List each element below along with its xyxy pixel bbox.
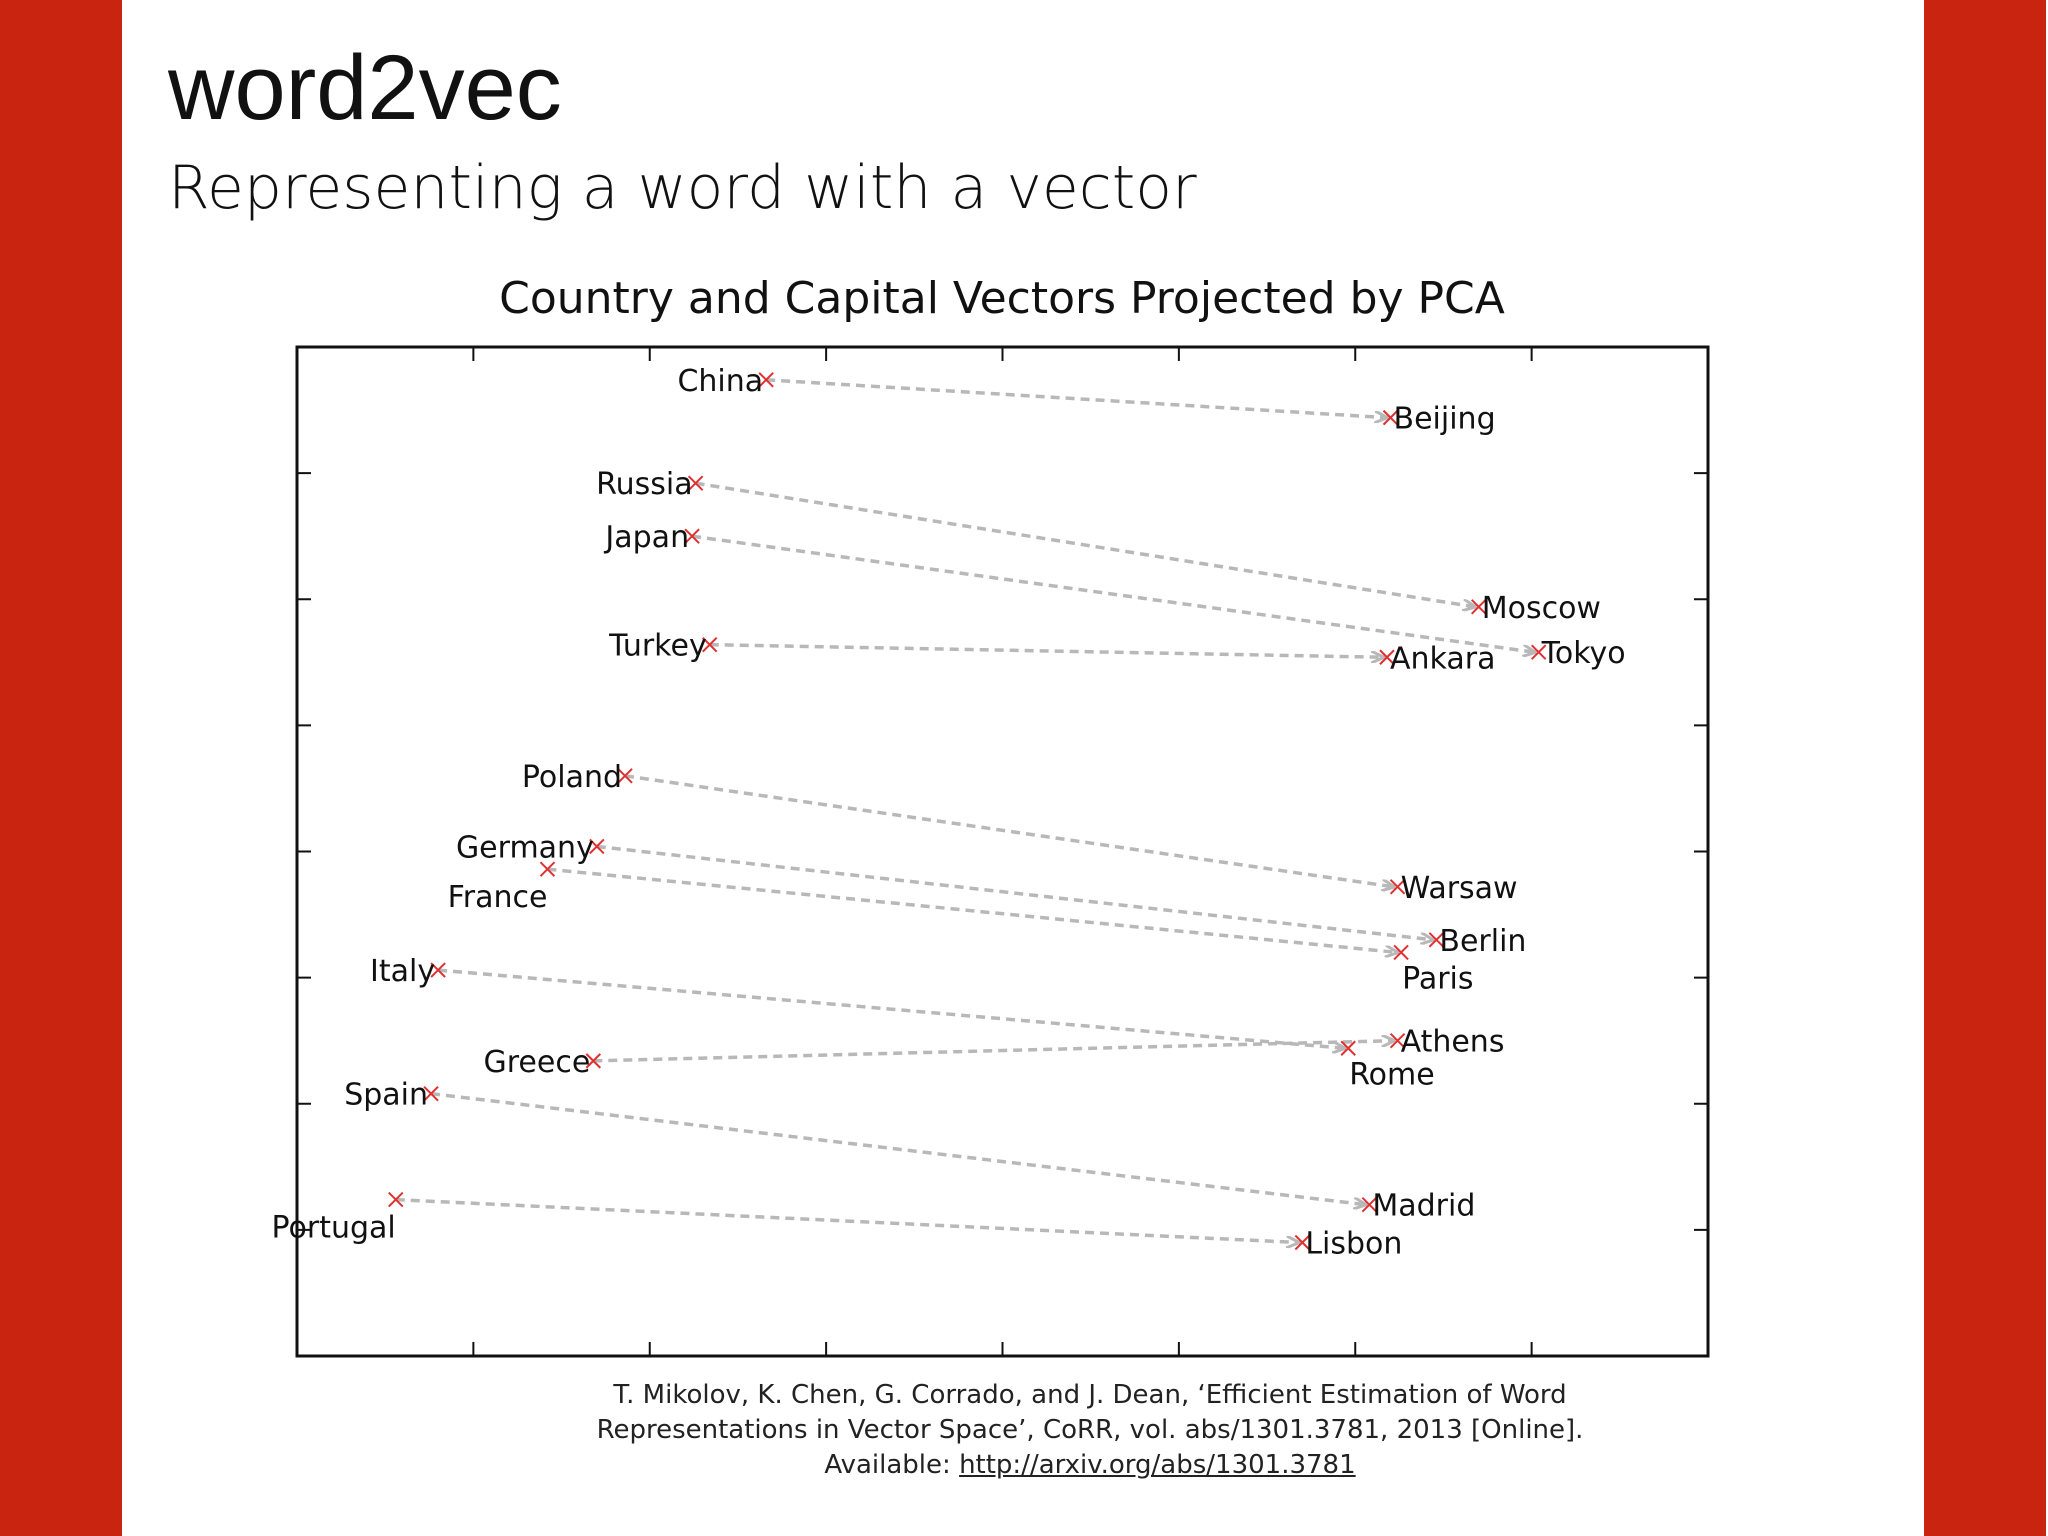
label-greece: Greece <box>484 1045 591 1080</box>
marker-italy <box>430 962 446 978</box>
chart-title: Country and Capital Vectors Projected by… <box>499 273 1505 324</box>
label-ankara: Ankara <box>1390 641 1495 676</box>
marker-france <box>539 861 556 877</box>
label-poland: Poland <box>522 760 622 795</box>
marker-moscow <box>1471 599 1487 615</box>
arrow-spain-madrid <box>430 1091 1365 1205</box>
label-portugal: Portugal <box>272 1211 396 1246</box>
marker-berlin <box>1428 932 1445 948</box>
arrow-poland-warsaw <box>624 774 1394 887</box>
citation-line-2: Representations in Vector Space’, CoRR, … <box>596 1415 1584 1445</box>
marker-paris <box>1393 944 1409 961</box>
marker-ankara <box>1379 649 1395 665</box>
marker-lisbon <box>1294 1234 1311 1251</box>
label-berlin: Berlin <box>1439 924 1526 959</box>
arrow-greece-athens <box>593 1041 1393 1063</box>
label-russia: Russia <box>596 467 693 502</box>
slide-body <box>122 0 1924 1536</box>
label-lisbon: Lisbon <box>1305 1226 1402 1261</box>
arrow-japan-tokyo <box>691 534 1535 652</box>
arrow-china-beijing <box>766 378 1386 418</box>
marker-china <box>758 372 774 388</box>
arrow-turkey-ankara <box>709 642 1383 658</box>
marker-rome <box>1340 1040 1356 1056</box>
arrow-italy-rome <box>437 968 1344 1048</box>
marker-japan <box>684 528 700 544</box>
right-accent-band <box>1924 0 2046 1536</box>
label-beijing: Beijing <box>1394 402 1496 437</box>
label-paris: Paris <box>1402 961 1473 996</box>
axis-ticks <box>297 347 1708 1356</box>
label-japan: Japan <box>603 520 689 555</box>
arrow-portugal-lisbon <box>395 1197 1299 1243</box>
marker-turkey <box>702 636 718 653</box>
label-france: France <box>448 880 548 915</box>
marker-athens <box>1389 1032 1406 1049</box>
marker-russia <box>687 475 704 491</box>
point-labels: China Beijing Russia Japan Moscow Tokyo Turkey… <box>272 364 1626 1262</box>
left-accent-band <box>0 0 122 1536</box>
point-markers <box>388 372 1547 1251</box>
label-rome: Rome <box>1349 1057 1435 1092</box>
label-tokyo: Tokyo <box>1541 636 1626 671</box>
label-turkey: Turkey <box>608 629 707 664</box>
citation-line-1: T. Mikolov, K. Chen, G. Corrado, and J. … <box>613 1380 1567 1410</box>
marker-tokyo <box>1530 644 1547 660</box>
label-germany: Germany <box>456 830 594 865</box>
marker-poland <box>617 768 633 784</box>
marker-warsaw <box>1389 879 1406 895</box>
citation-link[interactable]: http://arxiv.org/abs/1301.3781 <box>959 1450 1356 1480</box>
slide-title: word2vec <box>168 37 562 139</box>
label-moscow: Moscow <box>1482 591 1601 626</box>
citation: T. Mikolov, K. Chen, G. Corrado, and J. … <box>450 1378 1730 1483</box>
label-madrid: Madrid <box>1372 1189 1475 1224</box>
label-spain: Spain <box>344 1078 428 1113</box>
arrow-germany-berlin <box>596 844 1433 939</box>
label-athens: Athens <box>1401 1025 1505 1060</box>
marker-germany <box>589 838 605 855</box>
arrow-france-paris <box>547 867 1397 952</box>
marker-spain <box>423 1085 439 1102</box>
vector-arrows <box>395 378 1535 1243</box>
marker-beijing <box>1382 409 1399 426</box>
label-china: China <box>677 364 763 399</box>
marker-portugal <box>388 1191 404 1208</box>
citation-available-prefix: Available: <box>824 1450 960 1480</box>
slide-subtitle: Representing a word with a vector <box>168 153 1197 223</box>
marker-madrid <box>1361 1196 1378 1213</box>
label-italy: Italy <box>370 954 435 989</box>
marker-greece <box>585 1053 602 1069</box>
citation-line-3: Available: http://arxiv.org/abs/1301.378… <box>450 1448 1730 1483</box>
arrow-russia-moscow <box>695 481 1475 607</box>
label-warsaw: Warsaw <box>1401 871 1518 906</box>
